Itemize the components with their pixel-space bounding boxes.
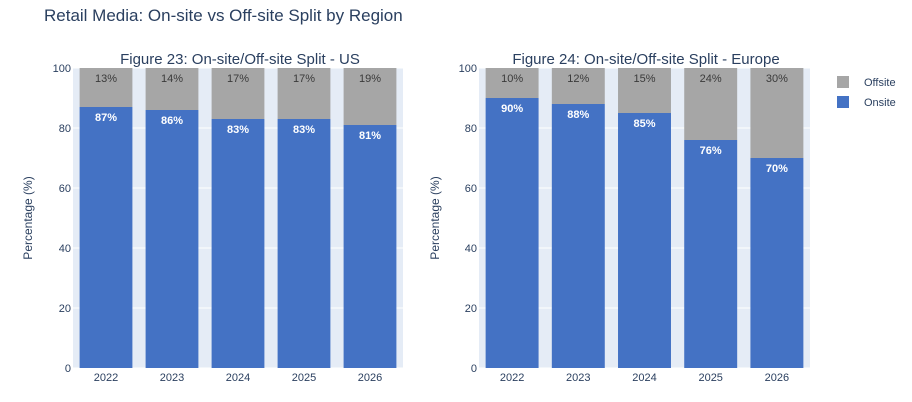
x-tick-label: 2022 bbox=[500, 372, 524, 384]
bar-onsite bbox=[343, 125, 397, 368]
bar-offsite bbox=[211, 68, 265, 119]
y-tick-label: 60 bbox=[59, 183, 71, 195]
y-tick-label: 0 bbox=[471, 363, 477, 375]
subplot-title: Figure 23: On-site/Off-site Split - US bbox=[120, 51, 360, 68]
data-label-offsite: 10% bbox=[501, 73, 523, 85]
bar-onsite bbox=[485, 98, 539, 368]
y-tick-label: 80 bbox=[465, 123, 477, 135]
data-label-onsite: 76% bbox=[700, 145, 722, 157]
page-title: Retail Media: On-site vs Off-site Split … bbox=[44, 6, 403, 25]
y-tick-label: 20 bbox=[59, 303, 71, 315]
legend: Offsite Onsite bbox=[837, 76, 896, 109]
legend-item-offsite: Offsite bbox=[837, 76, 896, 89]
data-label-onsite: 81% bbox=[359, 130, 381, 142]
data-label-onsite: 70% bbox=[766, 163, 788, 175]
y-tick-label: 40 bbox=[465, 243, 477, 255]
chart-panel-1: 0 20 40 60 80 100 87% 13% 2022 86% 14% 2023 83% 17% 20… bbox=[21, 51, 403, 384]
data-label-offsite: 19% bbox=[359, 73, 381, 85]
x-tick-label: 2024 bbox=[226, 372, 250, 384]
y-tick-label: 100 bbox=[53, 63, 71, 75]
bar-offsite bbox=[145, 68, 199, 110]
chart-panel-2: 0 20 40 60 80 100 90% 10% 2022 88% 12% 2023 85% 15% 20… bbox=[428, 51, 810, 384]
bar-onsite bbox=[750, 158, 804, 368]
x-tick-label: 2023 bbox=[566, 372, 590, 384]
y-tick-label: 60 bbox=[465, 183, 477, 195]
x-tick-label: 2025 bbox=[292, 372, 316, 384]
x-tick-label: 2023 bbox=[160, 372, 184, 384]
legend-item-onsite: Onsite bbox=[837, 96, 896, 109]
data-label-onsite: 87% bbox=[95, 112, 117, 124]
bar-offsite bbox=[485, 68, 539, 98]
data-label-offsite: 15% bbox=[633, 73, 655, 85]
data-label-onsite: 85% bbox=[633, 118, 655, 130]
x-tick-label: 2024 bbox=[632, 372, 656, 384]
data-label-offsite: 17% bbox=[227, 73, 249, 85]
bar-offsite bbox=[551, 68, 605, 104]
y-axis-label: Percentage (%) bbox=[428, 176, 442, 259]
legend-label: Onsite bbox=[864, 97, 896, 109]
subplot-title: Figure 24: On-site/Off-site Split - Euro… bbox=[512, 51, 779, 68]
y-axis-label: Percentage (%) bbox=[21, 176, 35, 259]
x-tick-label: 2025 bbox=[698, 372, 722, 384]
data-label-onsite: 83% bbox=[293, 124, 315, 136]
bar-offsite bbox=[79, 68, 133, 107]
y-tick-label: 100 bbox=[459, 63, 477, 75]
y-tick-label: 20 bbox=[465, 303, 477, 315]
bar-offsite bbox=[343, 68, 397, 125]
bar-offsite bbox=[277, 68, 331, 119]
bar-offsite bbox=[618, 68, 671, 113]
data-label-offsite: 24% bbox=[700, 73, 722, 85]
data-label-offsite: 17% bbox=[293, 73, 315, 85]
bar-onsite bbox=[211, 119, 265, 368]
data-label-onsite: 88% bbox=[567, 109, 589, 121]
x-tick-label: 2026 bbox=[358, 372, 382, 384]
legend-swatch bbox=[837, 96, 849, 108]
legend-swatch bbox=[837, 76, 849, 88]
data-label-offsite: 12% bbox=[567, 73, 589, 85]
data-label-onsite: 83% bbox=[227, 124, 249, 136]
data-label-onsite: 86% bbox=[161, 115, 183, 127]
data-label-offsite: 14% bbox=[161, 73, 183, 85]
y-tick-label: 40 bbox=[59, 243, 71, 255]
bar-offsite bbox=[684, 68, 738, 140]
bar-onsite bbox=[145, 110, 199, 368]
y-tick-label: 0 bbox=[65, 363, 71, 375]
y-tick-label: 80 bbox=[59, 123, 71, 135]
bar-onsite bbox=[277, 119, 331, 368]
data-label-offsite: 30% bbox=[766, 73, 788, 85]
bar-onsite bbox=[684, 140, 738, 368]
data-label-onsite: 90% bbox=[501, 103, 523, 115]
legend-label: Offsite bbox=[864, 77, 896, 89]
x-tick-label: 2022 bbox=[94, 372, 118, 384]
bar-onsite bbox=[618, 113, 671, 368]
bar-offsite bbox=[750, 68, 804, 158]
bar-onsite bbox=[551, 104, 605, 368]
x-tick-label: 2026 bbox=[765, 372, 789, 384]
bar-onsite bbox=[79, 107, 133, 368]
data-label-offsite: 13% bbox=[95, 73, 117, 85]
